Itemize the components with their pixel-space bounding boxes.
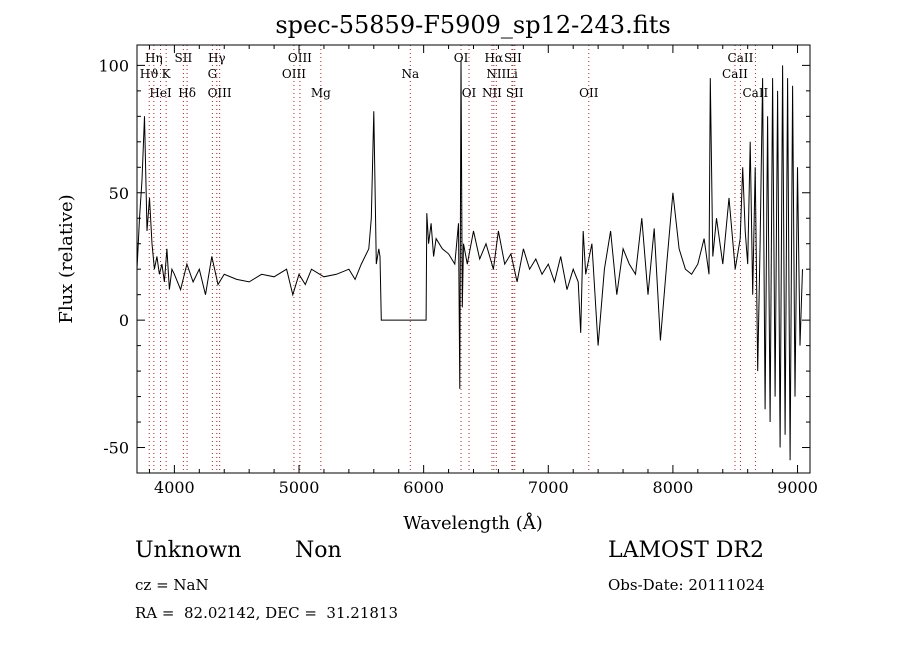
marker-label-24: CaII <box>742 86 768 100</box>
axes: 4000 5000 6000 7000 8000 9000 -50 0 50 100 <box>98 45 818 497</box>
marker-label-13: OI <box>454 51 469 65</box>
chart-title: spec-55859-F5909_sp12-243.fits <box>275 11 670 39</box>
marker-label-14: OI <box>462 86 477 100</box>
y-axis-label: Flux (relative) <box>56 194 77 323</box>
y-tick-label-1: 0 <box>119 311 129 330</box>
marker-label-23: CaII <box>722 67 748 81</box>
marker-label-21: OII <box>579 86 599 100</box>
x-tick-label-5: 9000 <box>777 478 818 497</box>
redshift-cz: cz = NaN <box>135 576 209 594</box>
y-tick-label-2: 50 <box>109 184 129 203</box>
x-tick-label-1: 5000 <box>279 478 320 497</box>
x-tick-label-4: 8000 <box>653 478 694 497</box>
survey-name: LAMOST DR2 <box>608 538 764 563</box>
marker-label-18: Li <box>506 67 518 81</box>
object-class: Unknown <box>135 538 242 563</box>
observation-date: Obs-Date: 20111024 <box>608 576 765 594</box>
marker-label-12: Na <box>401 67 419 81</box>
marker-label-5: Hδ <box>178 86 196 100</box>
marker-label-19: NII <box>482 86 502 100</box>
marker-label-10: OIII <box>282 67 306 81</box>
x-tick-label-3: 7000 <box>528 478 569 497</box>
spectrum-line <box>136 60 803 461</box>
marker-label-0: Hη <box>145 51 163 65</box>
spectrum-series <box>136 60 803 461</box>
marker-label-9: OIII <box>288 51 312 65</box>
marker-label-22: CaII <box>728 51 754 65</box>
marker-lines <box>148 45 756 473</box>
marker-label-4: SII <box>175 51 193 65</box>
object-subclass: Non <box>295 538 342 563</box>
x-tick-label-2: 6000 <box>403 478 444 497</box>
coordinates: RA = 82.02142, DEC = 31.21813 <box>135 604 399 622</box>
marker-label-7: G <box>208 67 218 81</box>
marker-label-15: Hα <box>485 51 504 65</box>
marker-label-3: HeI <box>149 86 172 100</box>
marker-label-20: SII <box>506 86 524 100</box>
marker-label-8: OIII <box>208 86 232 100</box>
marker-label-1: Hϑ <box>140 67 159 81</box>
marker-label-16: SII <box>504 51 522 65</box>
x-axis-label: Wavelength (Å) <box>403 512 543 534</box>
marker-label-6: Hγ <box>208 51 226 65</box>
x-tick-label-0: 4000 <box>154 478 195 497</box>
marker-label-17: NII <box>486 67 506 81</box>
marker-label-11: Mg <box>311 86 331 100</box>
y-tick-label-0: -50 <box>103 439 129 458</box>
y-tick-label-3: 100 <box>98 56 129 75</box>
marker-label-2: K <box>162 67 172 81</box>
